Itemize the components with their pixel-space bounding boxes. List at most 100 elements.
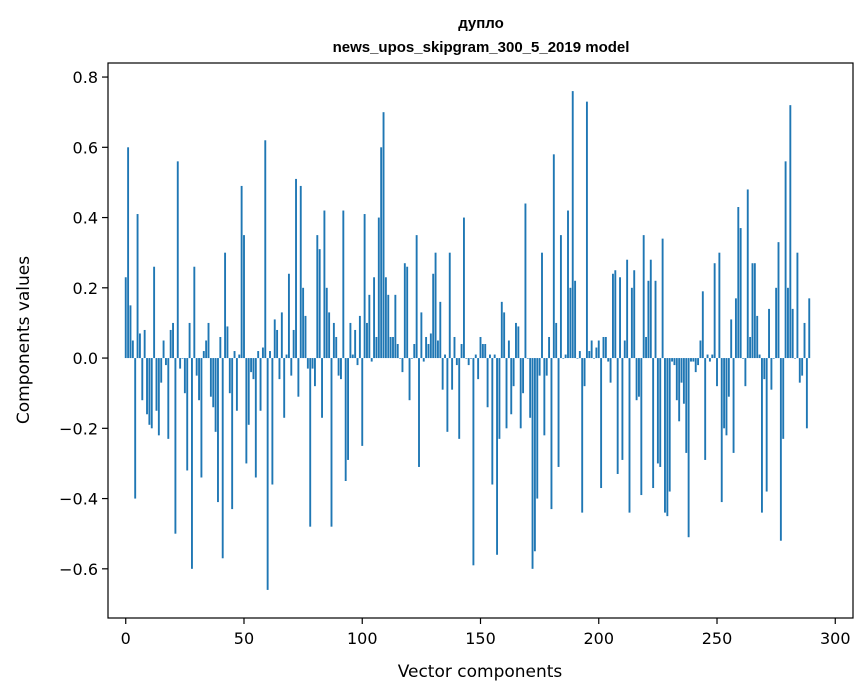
bar [439,301,442,359]
bar [302,287,305,359]
bars-group [124,91,811,590]
bar [685,358,688,453]
bar [533,358,536,552]
bar [297,358,300,397]
bar [373,277,376,359]
bar [768,308,770,359]
bar [247,358,250,425]
bar [619,277,621,359]
bar [578,351,581,359]
bar [673,358,676,366]
bar [323,210,326,359]
bar [628,358,631,513]
bar [633,270,636,359]
bar [460,344,463,359]
bar [713,263,716,359]
bar [493,354,496,359]
y-axis-label: Components values [14,256,34,424]
bar [519,358,522,429]
bar [652,358,655,489]
bar [510,358,513,415]
y-tick-label: 0.0 [73,349,98,368]
bar [576,358,579,359]
bar [699,340,702,359]
bar [751,263,754,359]
bar [183,358,186,394]
bar [777,242,780,359]
bar [356,358,359,366]
x-tick-label: 100 [347,629,378,648]
x-axis-label: Vector components [398,662,563,682]
bar [226,326,229,359]
bar [623,340,626,359]
bar [285,354,288,359]
bar [708,358,711,362]
bar [479,336,482,359]
bar [770,358,773,390]
bar [228,358,231,394]
bar [524,203,527,359]
bar [153,266,156,359]
bar [332,322,335,359]
bar [675,358,678,401]
bar [276,329,279,359]
bar [496,358,498,555]
x-tick-label: 250 [702,629,733,648]
bar [209,358,212,397]
bar [796,252,799,359]
bar [261,347,264,359]
bar [512,358,515,387]
bar [155,358,158,411]
bar [290,358,293,376]
bar [734,298,737,359]
bar [583,358,586,387]
bar [269,351,271,359]
bar [739,228,742,359]
bar [231,358,234,510]
bar [314,358,316,387]
bar [522,358,525,394]
bar [392,336,394,359]
bar [697,358,700,366]
bar [136,214,139,359]
bar [351,354,354,359]
bar [134,358,137,499]
bar [481,344,484,359]
bar [517,326,520,359]
bar [498,358,501,439]
bar [614,270,617,359]
bar [212,358,215,408]
bar [585,101,588,359]
bar [444,354,446,359]
bar [358,315,361,359]
bar [550,358,553,510]
bar [602,336,605,359]
bar [217,358,219,503]
bar [505,358,508,429]
bar [730,319,733,359]
bar [538,358,541,376]
bar [787,287,789,359]
bar [127,147,130,359]
bar [243,235,245,359]
x-axis: 0 50 100 150 200 250 300 [121,618,851,648]
bar [389,336,392,359]
bar [406,266,409,359]
bar [413,344,416,359]
bar [600,358,603,489]
bar [361,358,364,446]
bar [545,358,548,376]
bar [654,280,657,359]
bar [716,358,718,387]
bar [564,354,567,359]
bar [612,273,614,359]
bar [474,354,477,359]
bar [146,358,148,415]
bar [408,358,411,401]
bar [803,322,806,359]
bar [344,358,347,481]
bar [529,358,532,418]
bar [541,252,543,359]
bar [574,280,577,359]
